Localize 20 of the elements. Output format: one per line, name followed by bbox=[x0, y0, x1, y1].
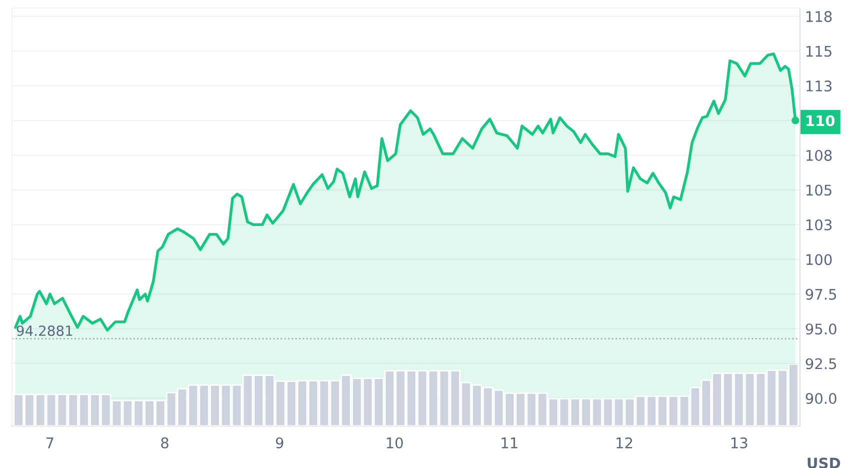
y-tick-label: 90.0 bbox=[806, 392, 836, 404]
y-tick-label: 97.5 bbox=[806, 288, 836, 300]
ref-line-label: 94.2881 bbox=[16, 325, 72, 336]
x-tick-label: 9 bbox=[276, 437, 284, 448]
y-tick-label: 103 bbox=[806, 219, 832, 230]
x-tick-label: 10 bbox=[386, 437, 403, 448]
y-tick-label: 92.5 bbox=[806, 358, 836, 370]
y-tick-label: 115 bbox=[806, 46, 832, 57]
y-tick-label: 100 bbox=[806, 254, 832, 266]
y-tick-label: 95.0 bbox=[806, 324, 836, 335]
x-tick-label: 13 bbox=[731, 437, 748, 448]
x-tick-label: 8 bbox=[161, 437, 168, 448]
y-tick-label: 108 bbox=[806, 150, 832, 161]
x-tick-label: 7 bbox=[46, 438, 54, 448]
y-tick-label: 118 bbox=[806, 11, 832, 22]
y-tick-label: 105 bbox=[806, 184, 832, 196]
y-tick-label: 113 bbox=[806, 80, 832, 92]
x-tick-label: 12 bbox=[616, 437, 632, 448]
x-tick-label: 11 bbox=[502, 438, 518, 448]
y-tick-label: 110 bbox=[806, 115, 835, 126]
